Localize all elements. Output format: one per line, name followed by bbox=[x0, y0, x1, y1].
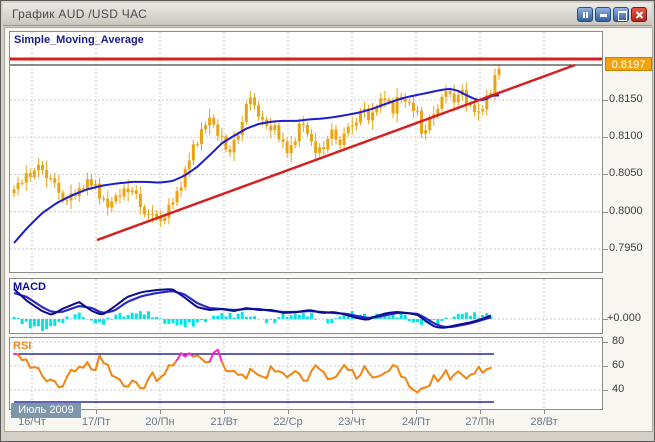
window-title: График AUD /USD ЧАС bbox=[12, 7, 148, 21]
macd-line bbox=[13, 288, 492, 329]
rsi-tick-label: 40 bbox=[612, 383, 625, 395]
date-label: 27/Пн bbox=[465, 416, 495, 428]
axis-tick bbox=[603, 248, 608, 250]
current-price-tag: 0.8197 bbox=[605, 57, 652, 71]
axis-tick bbox=[480, 410, 481, 414]
date-label: 20/Пн bbox=[145, 416, 175, 428]
sma-line bbox=[13, 88, 499, 244]
axis-tick bbox=[603, 100, 608, 101]
date-label: 28/Вт bbox=[530, 416, 558, 428]
minimize-button[interactable] bbox=[595, 7, 611, 22]
candlesticks bbox=[12, 64, 501, 227]
chart-content: Simple_Moving_Average MACD RSI 0.8197 Ию… bbox=[4, 27, 653, 432]
axis-tick bbox=[603, 390, 608, 391]
axis-tick bbox=[603, 342, 608, 343]
trendline bbox=[96, 63, 576, 242]
sma-indicator-label: Simple_Moving_Average bbox=[14, 34, 144, 46]
window-buttons bbox=[577, 7, 647, 22]
axis-tick bbox=[416, 410, 417, 414]
main-chart-panel[interactable] bbox=[9, 31, 603, 273]
macd-panel[interactable] bbox=[9, 278, 603, 334]
date-label: 16/Чт bbox=[18, 416, 46, 428]
rsi-tick-label: 60 bbox=[612, 359, 625, 371]
close-icon bbox=[632, 8, 646, 21]
price-tick-label: 0.8050 bbox=[609, 167, 643, 180]
date-label: 24/Пт bbox=[401, 416, 431, 428]
pause-icon bbox=[578, 8, 592, 21]
axis-tick bbox=[603, 366, 608, 367]
axis-tick bbox=[603, 319, 608, 320]
axis-tick bbox=[288, 410, 289, 414]
axis-tick bbox=[603, 174, 608, 176]
axis-tick bbox=[603, 211, 608, 213]
maximize-icon bbox=[614, 8, 628, 21]
axis-tick bbox=[96, 410, 97, 414]
rsi-tick-label: 80 bbox=[612, 335, 625, 347]
minimize-icon bbox=[596, 8, 610, 21]
rsi-panel-label: RSI bbox=[13, 340, 32, 352]
axis-tick bbox=[603, 137, 608, 139]
month-label: Июль 2009 bbox=[11, 403, 81, 418]
rsi-line bbox=[13, 348, 492, 394]
price-tick-label: 0.8150 bbox=[609, 93, 643, 105]
date-label: 23/Чт bbox=[338, 416, 366, 428]
axis-tick bbox=[224, 410, 225, 414]
price-tick-label: 0.8000 bbox=[609, 204, 643, 217]
maximize-button[interactable] bbox=[613, 7, 629, 22]
close-button[interactable] bbox=[631, 7, 647, 22]
price-tick-label: 0.8100 bbox=[609, 130, 643, 143]
date-label: 17/Пт bbox=[81, 416, 111, 428]
macd-panel-label: MACD bbox=[13, 281, 46, 293]
axis-tick bbox=[544, 410, 545, 414]
price-tick-label: 0.7950 bbox=[609, 241, 643, 254]
rsi-panel[interactable] bbox=[9, 337, 603, 410]
macd-zero-label: +0.000 bbox=[607, 312, 641, 324]
date-label: 22/Ср bbox=[273, 416, 303, 428]
axis-tick bbox=[352, 410, 353, 414]
date-label: 21/Вт bbox=[210, 416, 238, 428]
window-titlebar[interactable]: График AUD /USD ЧАС bbox=[3, 3, 652, 26]
axis-tick bbox=[160, 410, 161, 414]
pause-button[interactable] bbox=[577, 7, 593, 22]
